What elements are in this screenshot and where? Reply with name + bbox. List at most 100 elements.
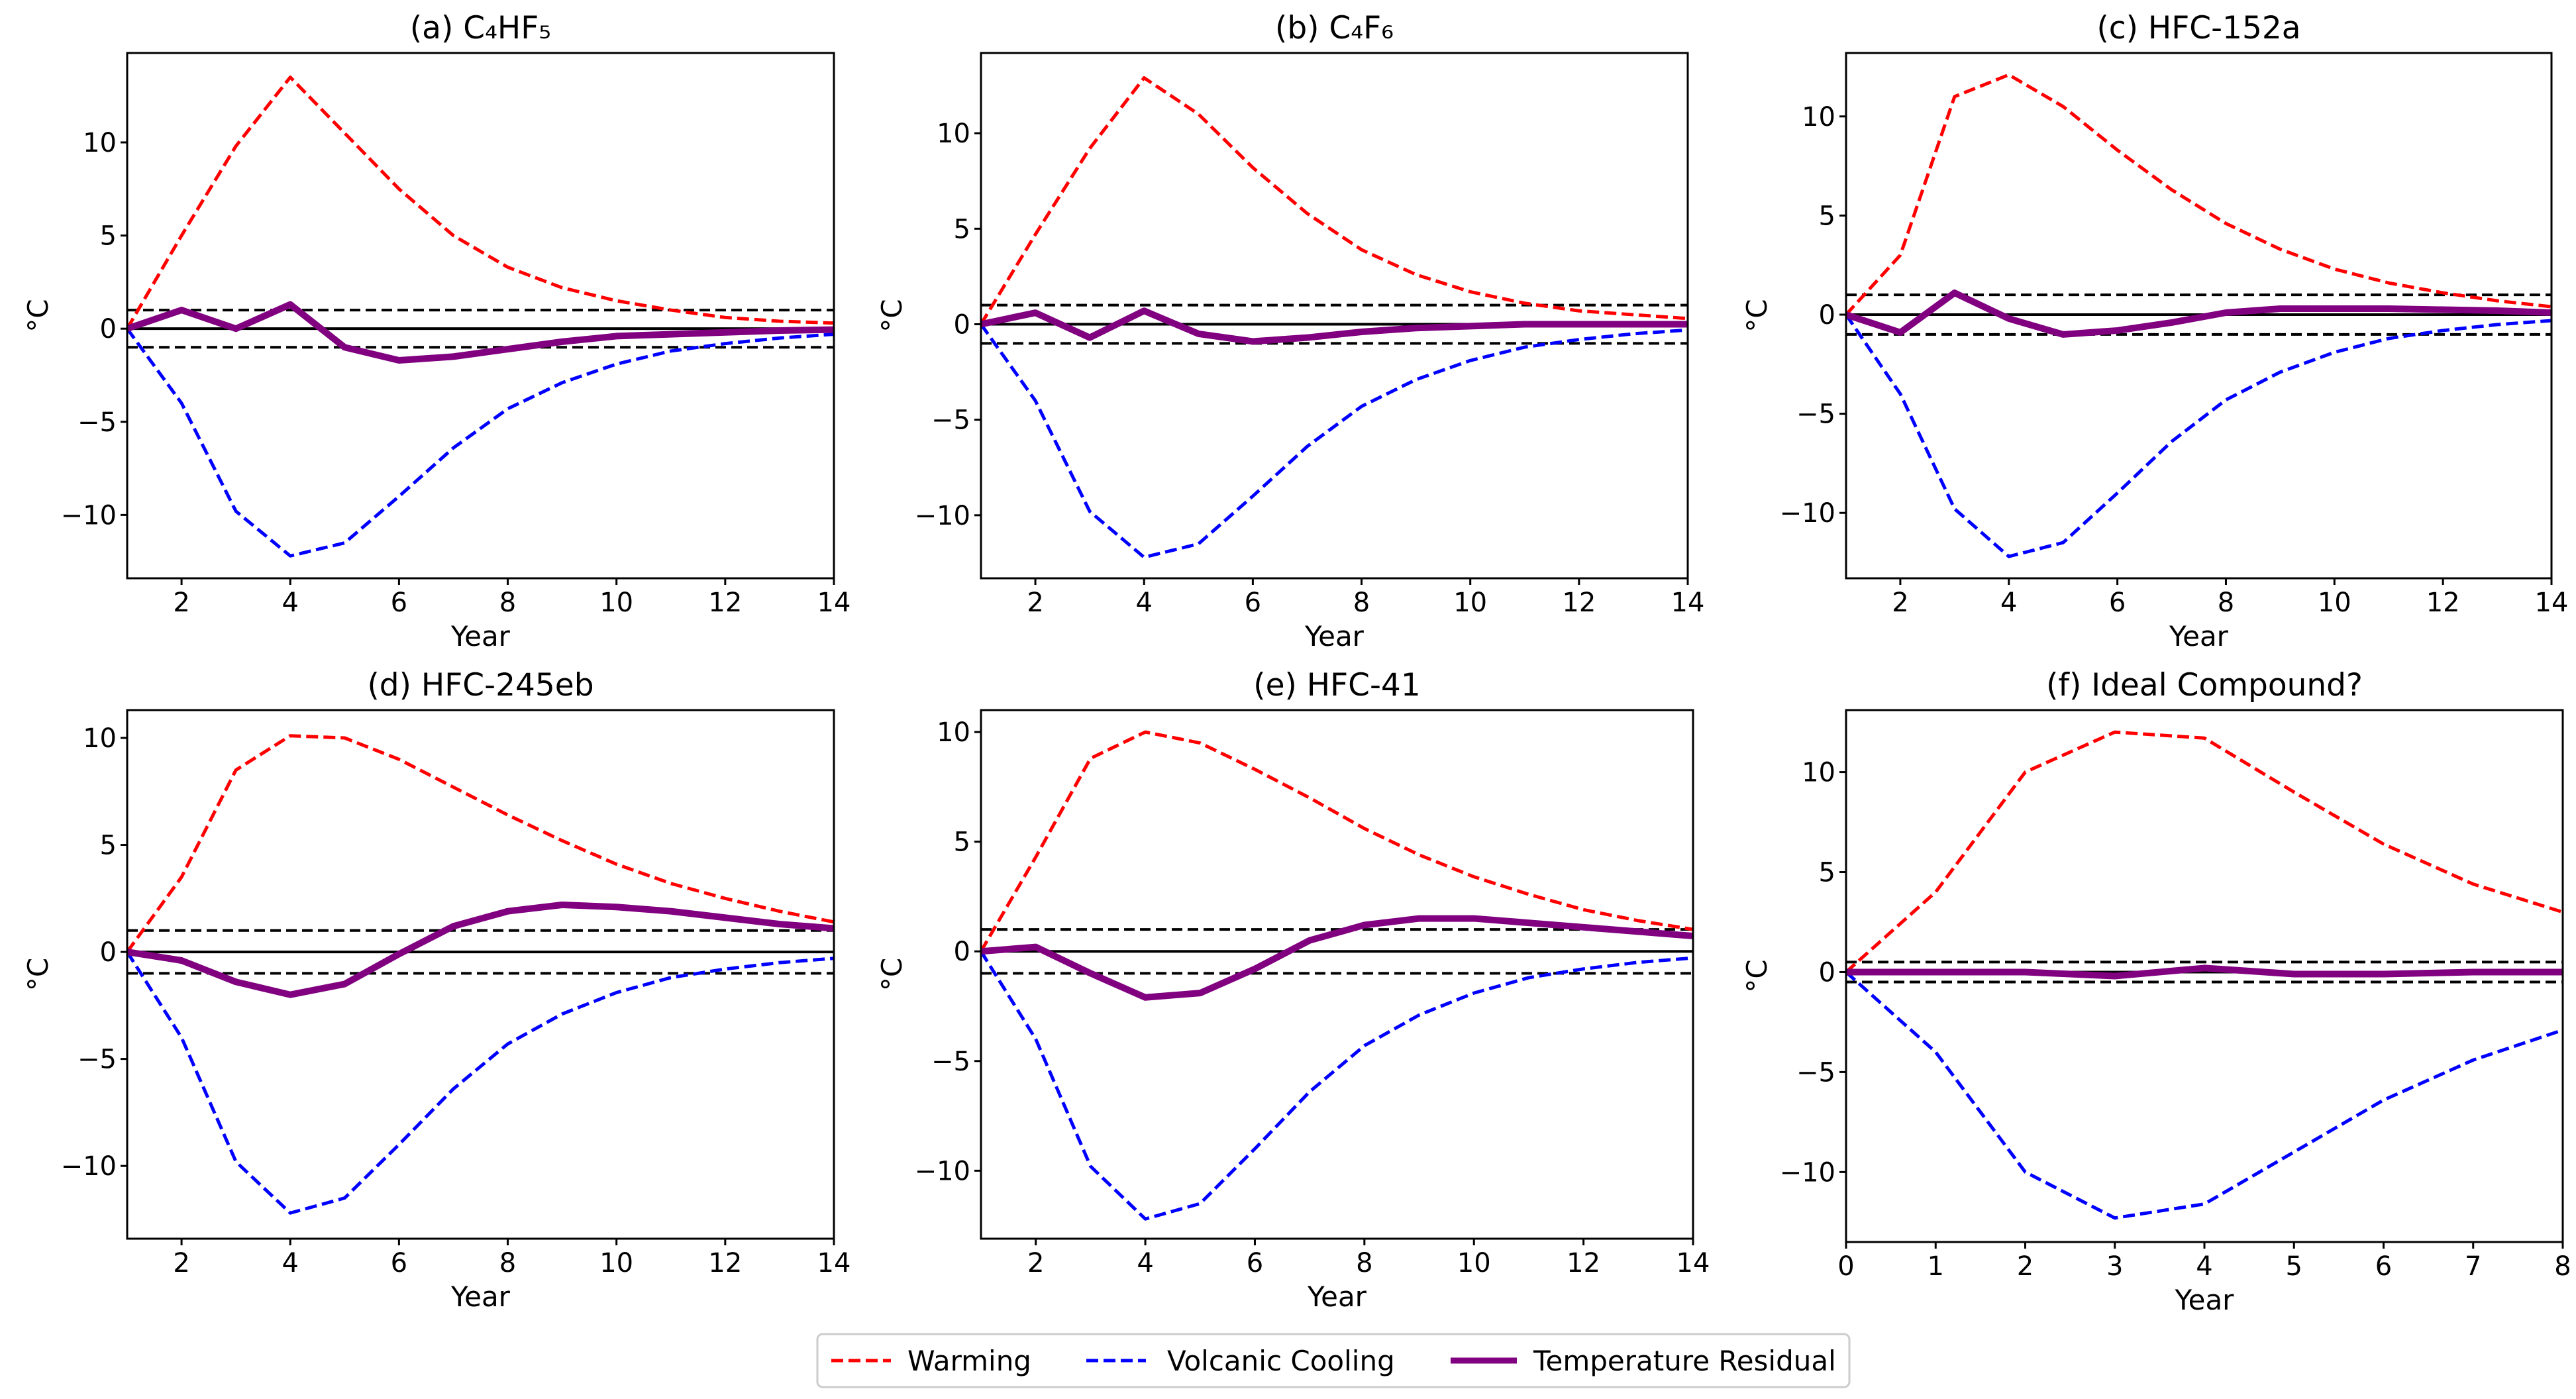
y-tick-label: 5: [1819, 858, 1835, 888]
x-tick-label: 4: [1136, 588, 1153, 618]
series-volcanic-cooling: [981, 950, 1693, 1221]
x-tick-label: 0: [1837, 1251, 1854, 1282]
series-temperature-residual: [1846, 289, 2551, 338]
y-tick-label: −5: [77, 1045, 117, 1075]
x-tick-label: 2: [173, 588, 189, 618]
y-tick-label: 10: [937, 717, 970, 748]
series-temperature-residual: [1846, 964, 2563, 980]
x-tick-label: 4: [282, 588, 299, 618]
x-tick-label: 10: [599, 588, 633, 618]
x-tick-label: 6: [1247, 1248, 1263, 1278]
y-tick-label: 5: [954, 214, 970, 244]
panel-title: (e) HFC-41: [1253, 667, 1421, 703]
x-axis-label: Year: [2175, 1284, 2235, 1316]
x-tick-label: 6: [2109, 588, 2126, 618]
panel-title: (b) C₄F₆: [1275, 10, 1394, 46]
panel-title: (c) HFC-152a: [2096, 10, 2300, 46]
x-tick-label: 2: [1027, 1248, 1044, 1278]
y-tick-label: 5: [954, 827, 970, 858]
series-temperature-residual: [127, 902, 834, 998]
y-tick-label: 10: [1802, 758, 1835, 788]
axes-frame: [1845, 709, 2564, 1243]
y-tick-label: 0: [100, 937, 117, 968]
x-tick-label: 10: [1457, 1248, 1491, 1278]
axes-frame: [980, 709, 1694, 1240]
x-tick-label: 8: [1356, 1248, 1372, 1278]
y-axis-label: °C: [876, 958, 908, 991]
series-warming: [127, 76, 834, 330]
x-tick-label: 14: [1671, 588, 1705, 618]
panel-3: 2 4 6 8 10 12 14 −10 −5 0 5 10 (d) HFC-245eb Year °C: [22, 667, 850, 1313]
series-warming: [1846, 73, 2551, 316]
x-tick-label: 7: [2465, 1251, 2481, 1282]
x-tick-label: 2: [2017, 1251, 2034, 1282]
panel-0: 2 4 6 8 10 12 14 −10 −5 0 5 10 (a) C₄HF₅ Year °C: [22, 10, 850, 652]
y-tick-label: −5: [1796, 399, 1835, 430]
x-tick-label: 8: [2218, 588, 2234, 618]
x-tick-label: 10: [1453, 588, 1487, 618]
y-tick-label: −10: [1780, 1157, 1835, 1188]
panel-title: (d) HFC-245eb: [367, 667, 593, 703]
panel-title: (a) C₄HF₅: [410, 10, 551, 46]
x-axis-label: Year: [2169, 620, 2229, 652]
series-volcanic-cooling: [981, 323, 1688, 559]
y-tick-label: 0: [954, 309, 970, 340]
y-tick-label: −5: [931, 1047, 970, 1077]
y-tick-label: 10: [937, 119, 970, 149]
series-temperature-residual: [981, 307, 1688, 345]
y-tick-label: −10: [915, 1156, 970, 1186]
legend-label-warming: Warming: [907, 1345, 1031, 1377]
x-tick-label: 14: [2535, 588, 2569, 618]
x-tick-label: 12: [1562, 588, 1596, 618]
x-tick-label: 12: [708, 588, 742, 618]
y-tick-label: 0: [1819, 957, 1835, 988]
y-tick-label: −10: [61, 500, 117, 531]
x-tick-label: 6: [391, 1248, 407, 1278]
x-tick-label: 2: [1892, 588, 1908, 618]
x-tick-label: 8: [1353, 588, 1370, 618]
x-tick-label: 12: [1567, 1248, 1600, 1278]
y-axis-label: °C: [22, 299, 54, 332]
y-tick-label: 0: [954, 937, 970, 967]
x-axis-label: Year: [1304, 620, 1365, 652]
panel-4: 2 4 6 8 10 12 14 −10 −5 0 5 10 (e) HFC-41 Year °C: [876, 667, 1710, 1313]
x-tick-label: 4: [2000, 588, 2017, 618]
y-axis-label: °C: [22, 958, 54, 991]
series-volcanic-cooling: [1846, 313, 2551, 558]
x-axis-label: Year: [450, 1280, 511, 1313]
panel-title: (f) Ideal Compound?: [2046, 667, 2363, 703]
y-tick-label: 5: [100, 221, 117, 252]
x-tick-label: 6: [2375, 1251, 2392, 1282]
y-tick-label: −10: [915, 501, 970, 531]
x-tick-label: 4: [1137, 1248, 1153, 1278]
y-tick-label: −5: [77, 407, 117, 438]
x-tick-label: 14: [817, 1248, 851, 1278]
axes-frame: [126, 52, 835, 580]
series-volcanic-cooling: [1846, 970, 2563, 1220]
x-tick-label: 10: [599, 1248, 633, 1278]
series-temperature-residual: [981, 915, 1693, 1001]
x-axis-label: Year: [450, 620, 511, 652]
y-tick-label: 10: [83, 128, 117, 158]
x-tick-label: 1: [1928, 1251, 1944, 1282]
legend-label-volcanic-cooling: Volcanic Cooling: [1167, 1345, 1395, 1377]
legend-box: [816, 1333, 1851, 1388]
y-tick-label: 10: [83, 723, 117, 754]
panel-2: 2 4 6 8 10 12 14 −10 −5 0 5 10 (c) HFC-152a Year °C: [1741, 10, 2568, 652]
x-tick-label: 8: [499, 1248, 516, 1278]
y-tick-label: −10: [61, 1151, 117, 1182]
y-tick-label: 5: [1819, 201, 1835, 231]
y-tick-label: 10: [1802, 102, 1835, 132]
x-tick-label: 2: [1027, 588, 1043, 618]
x-tick-label: 12: [708, 1248, 742, 1278]
y-axis-label: °C: [1741, 299, 1773, 332]
x-tick-label: 12: [2426, 588, 2460, 618]
x-tick-label: 4: [2196, 1251, 2212, 1282]
y-tick-label: 0: [100, 314, 117, 344]
axes-frame: [126, 709, 835, 1240]
x-tick-label: 10: [2318, 588, 2351, 618]
legend-label-temperature-residual: Temperature Residual: [1533, 1345, 1836, 1377]
x-tick-label: 14: [817, 588, 851, 618]
x-tick-label: 8: [499, 588, 516, 618]
x-tick-label: 8: [2554, 1251, 2571, 1282]
